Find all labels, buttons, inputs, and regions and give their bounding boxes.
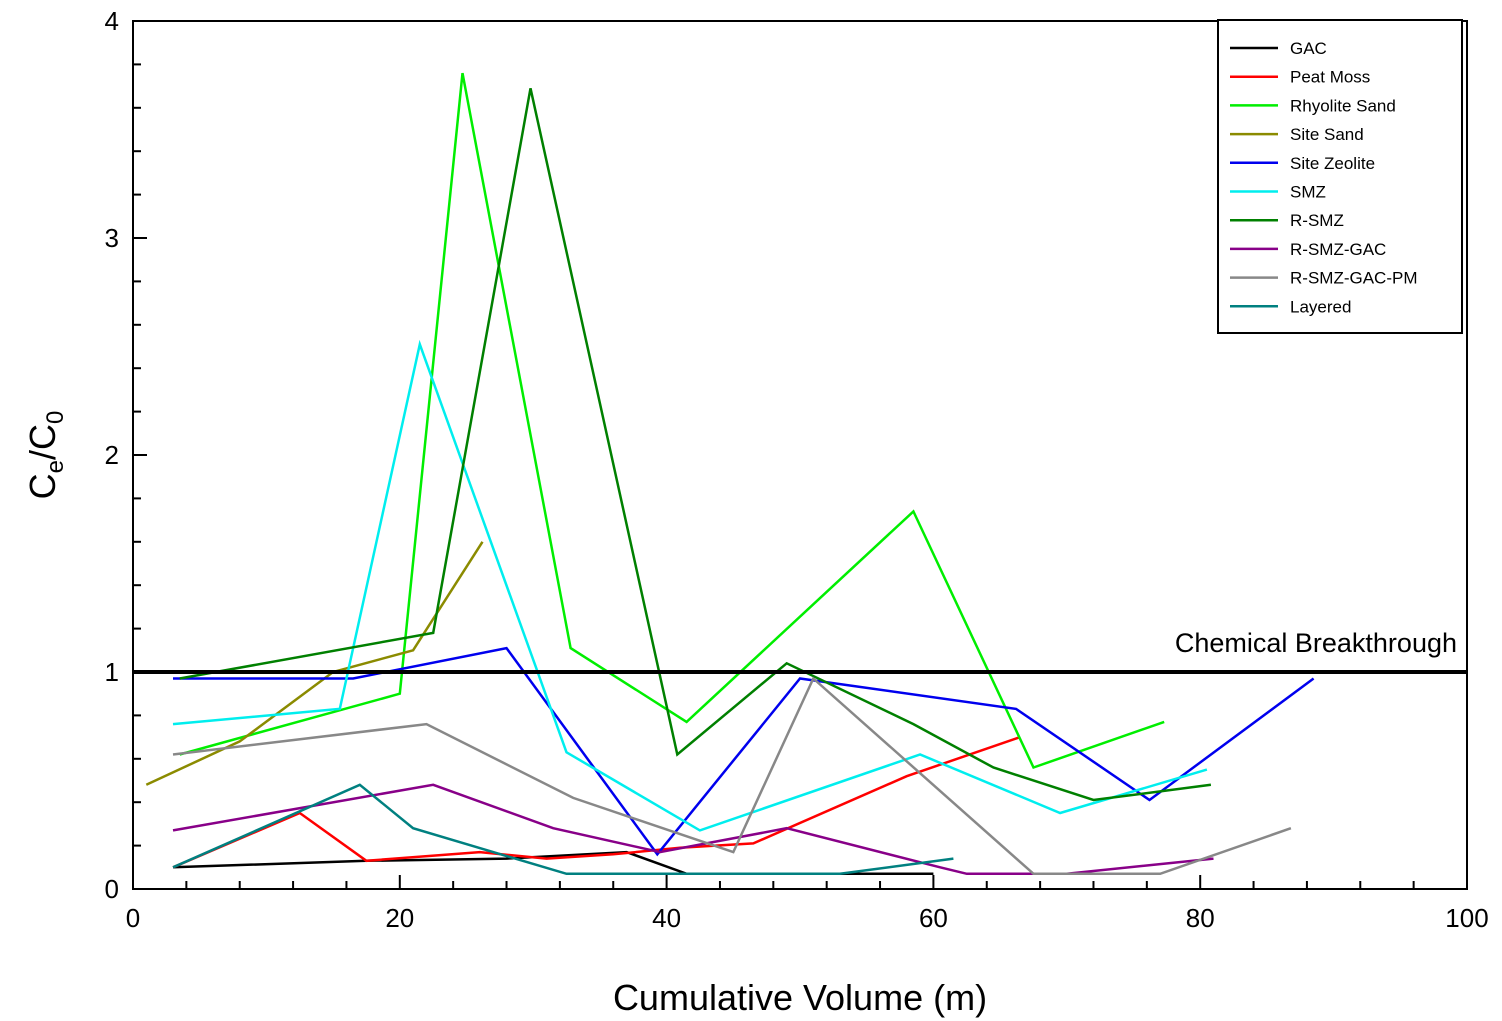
chemical-breakthrough-label: Chemical Breakthrough (1175, 628, 1457, 658)
legend-label: R-SMZ (1290, 211, 1344, 230)
series-line-peat-moss (172, 735, 1021, 869)
x-tick-label: 60 (919, 903, 948, 933)
legend-label: R-SMZ-GAC (1290, 240, 1386, 259)
x-tick-label: 40 (652, 903, 681, 933)
legend: GAC Peat Moss Rhyolite Sand Site Sand Site Z… (1217, 19, 1463, 334)
legend-label: Peat Moss (1290, 68, 1370, 87)
series-line-site-zeolite (173, 646, 1315, 857)
series-line-r-smz-gac-pm (172, 676, 1292, 876)
legend-box (1217, 19, 1463, 334)
legend-label: Rhyolite Sand (1290, 96, 1396, 115)
y-tick-label: 2 (105, 440, 119, 470)
legend-label: SMZ (1290, 183, 1326, 202)
legend-label: GAC (1290, 39, 1327, 58)
y-axis-title: Ce/C0 (22, 411, 69, 500)
x-tick-label: 20 (385, 903, 414, 933)
svg-text:Ce/C0: Ce/C0 (22, 411, 69, 500)
y-axis-title-sub1: e (42, 460, 69, 473)
y-axis-title-slash: /C (22, 424, 63, 460)
legend-items: GAC Peat Moss Rhyolite Sand Site Sand Site Z… (1230, 39, 1417, 316)
y-axis-title-sub2: 0 (42, 411, 69, 424)
y-tick-label: 0 (105, 874, 119, 904)
legend-label: Site Sand (1290, 125, 1364, 144)
legend-label: Site Zeolite (1290, 154, 1375, 173)
series-line-smz (172, 339, 1208, 832)
legend-label: R-SMZ-GAC-PM (1290, 269, 1417, 288)
series-line-rhyolite-sand (179, 72, 1165, 770)
x-tick-label: 0 (126, 903, 140, 933)
y-axis-ticks: 0 1 2 3 4 (105, 6, 147, 904)
x-axis-ticks: 0 20 40 60 80 100 (126, 875, 1489, 933)
legend-label: Layered (1290, 297, 1351, 316)
x-tick-label: 100 (1445, 903, 1488, 933)
y-axis-title-main: C (22, 473, 63, 499)
y-tick-label: 4 (105, 6, 119, 36)
series-line-r-smz (179, 88, 1212, 802)
series-lines (145, 72, 1315, 876)
series-line-layered (172, 783, 954, 876)
y-tick-label: 1 (105, 657, 119, 687)
x-axis-title: Cumulative Volume (m) (613, 977, 987, 1018)
y-tick-label: 3 (105, 223, 119, 253)
x-tick-label: 80 (1186, 903, 1215, 933)
